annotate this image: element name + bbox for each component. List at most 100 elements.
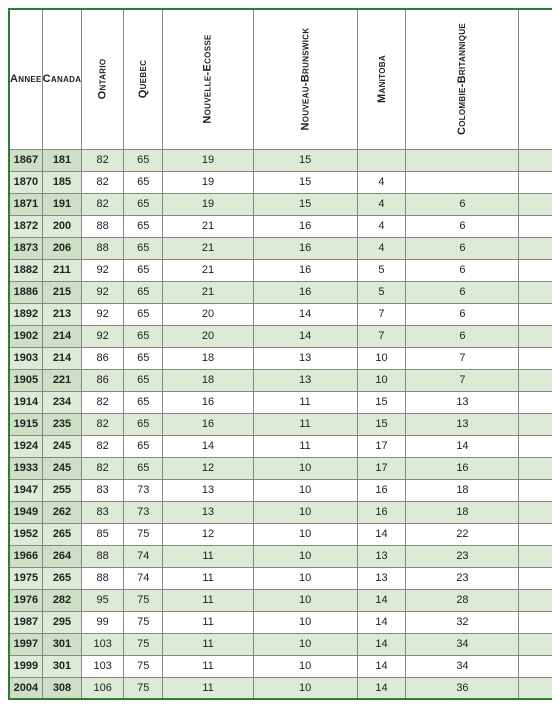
table-cell: 13: [406, 413, 519, 435]
table-row: 20043081067511101436414287111: [9, 677, 552, 699]
table-cell: 82: [82, 193, 124, 215]
table-cell: 20: [163, 325, 253, 347]
table-row: 1886215926521165664: [9, 281, 552, 303]
table-cell: 6: [406, 325, 519, 347]
table-cell: 17: [357, 435, 406, 457]
table-cell: 191: [42, 193, 82, 215]
table-cell: 65: [124, 369, 163, 391]
table-cell: 7: [357, 325, 406, 347]
table-cell: [406, 171, 519, 193]
col-header-label: Colombie-Britannique: [456, 23, 468, 135]
table-cell: 65: [124, 325, 163, 347]
table-cell: 65: [124, 435, 163, 457]
table-row: 1933245826512101716421171: [9, 457, 552, 479]
table-cell: 12: [163, 457, 253, 479]
table-cell: 295: [42, 611, 82, 633]
table-cell: 65: [124, 259, 163, 281]
table-cell: 10: [253, 501, 357, 523]
table-cell: 16: [357, 501, 406, 523]
table-cell: [519, 149, 552, 171]
table-row: 1903214866518131074101: [9, 347, 552, 369]
col-header: Ontario: [82, 9, 124, 149]
table-cell: 28: [406, 589, 519, 611]
table-cell: 4: [519, 677, 552, 699]
table-cell: 4: [519, 435, 552, 457]
table-cell: 11: [163, 611, 253, 633]
table-cell: 4: [519, 655, 552, 677]
table-cell: 11: [253, 391, 357, 413]
table-row: 1947255837313101618420171: [9, 479, 552, 501]
table-cell: 23: [406, 545, 519, 567]
table-cell: 7: [357, 303, 406, 325]
table-cell: 34: [406, 655, 519, 677]
table-row: 187320688652116466: [9, 237, 552, 259]
table-cell: 4: [519, 567, 552, 589]
table-cell: 1987: [9, 611, 42, 633]
table-cell: 21: [163, 259, 253, 281]
table-cell: 16: [163, 413, 253, 435]
table-cell: 301: [42, 655, 82, 677]
table-cell: 85: [82, 523, 124, 545]
table-cell: 13: [163, 479, 253, 501]
col-header-label: Nouveau-Brunswick: [299, 28, 311, 131]
table-cell: 6: [406, 193, 519, 215]
table-cell: 7: [406, 369, 519, 391]
table-cell: 214: [42, 347, 82, 369]
table-row: 198729599751110143241426721: [9, 611, 552, 633]
table-cell: 6: [406, 303, 519, 325]
table-cell: 15: [357, 413, 406, 435]
table-cell: 6: [406, 281, 519, 303]
table-row: 19492628373131016184201771: [9, 501, 552, 523]
table-cell: 1952: [9, 523, 42, 545]
table-wrapper: AnneeCanadaOntarioQuebecNouvelle-EcosseN…: [8, 8, 544, 700]
table-cell: 92: [82, 303, 124, 325]
table-cell: 4: [357, 193, 406, 215]
table-cell: 65: [124, 303, 163, 325]
table-cell: 82: [82, 457, 124, 479]
table-cell: 234: [42, 391, 82, 413]
table-cell: 245: [42, 457, 82, 479]
table-cell: 4: [519, 545, 552, 567]
table-cell: 13: [253, 369, 357, 391]
table-cell: 1867: [9, 149, 42, 171]
table-cell: 4: [519, 369, 552, 391]
table-cell: 88: [82, 237, 124, 259]
table-cell: 1915: [9, 413, 42, 435]
table-cell: 16: [406, 457, 519, 479]
table-cell: 308: [42, 677, 82, 699]
table-cell: 1902: [9, 325, 42, 347]
table-cell: 14: [357, 523, 406, 545]
table-cell: 32: [406, 611, 519, 633]
table-cell: 15: [253, 193, 357, 215]
table-cell: 5: [357, 281, 406, 303]
table-cell: 75: [124, 611, 163, 633]
table-row: 1915235826516111513416121: [9, 413, 552, 435]
table-row: 1997301103751110143441426721: [9, 633, 552, 655]
table-cell: 75: [124, 589, 163, 611]
table-cell: 215: [42, 281, 82, 303]
table-cell: 36: [406, 677, 519, 699]
table-cell: 73: [124, 501, 163, 523]
table-cell: 65: [124, 347, 163, 369]
table-cell: 75: [124, 633, 163, 655]
table-cell: 21: [163, 215, 253, 237]
table-cell: 18: [406, 479, 519, 501]
table-cell: 14: [357, 611, 406, 633]
table-cell: 4: [519, 523, 552, 545]
table-cell: 14: [357, 655, 406, 677]
table-cell: 21: [163, 281, 253, 303]
table-cell: 65: [124, 457, 163, 479]
table-cell: 65: [124, 171, 163, 193]
col-header: Nouvelle-Ecosse: [163, 9, 253, 149]
table-cell: 23: [406, 567, 519, 589]
table-cell: 6: [406, 237, 519, 259]
table-cell: 4: [519, 611, 552, 633]
table-cell: 301: [42, 633, 82, 655]
table-cell: 16: [253, 281, 357, 303]
table-cell: 1999: [9, 655, 42, 677]
table-cell: 88: [82, 567, 124, 589]
table-row: 18711918265191546: [9, 193, 552, 215]
table-cell: 75: [124, 655, 163, 677]
table-cell: 88: [82, 545, 124, 567]
table-cell: 92: [82, 281, 124, 303]
